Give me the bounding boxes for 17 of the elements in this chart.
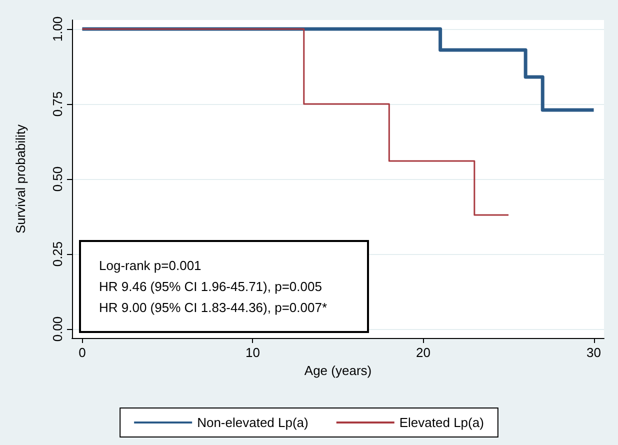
legend-label: Elevated Lp(a) [399, 415, 484, 430]
y-tick-label: 0.00 [50, 316, 65, 342]
legend-label: Non-elevated Lp(a) [197, 415, 308, 430]
y-axis-title: Survival probability [13, 124, 28, 234]
x-axis-title: Age (years) [304, 362, 372, 378]
y-tick-label: 0.75 [50, 91, 65, 117]
x-tick-label: 0 [78, 345, 86, 360]
annotation: Log-rank p=0.001 [99, 257, 202, 275]
x-tick-label: 30 [586, 345, 602, 360]
annotation: HR 9.46 (95% CI 1.96-45.71), p=0.005 [99, 278, 323, 296]
note-box: Log-rank p=0.001 HR 9.46 (95% CI 1.96-45.71), p=0.005 HR 9.00 (95% CI 1.83-44.36), p=0.007* [79, 240, 369, 333]
annotation: HR 9.00 (95% CI 1.83-44.36), p=0.007* [99, 299, 328, 317]
y-tick-label: 1.00 [50, 16, 65, 42]
x-tick-label: 10 [246, 345, 260, 360]
x-tick-label: 20 [416, 345, 430, 360]
y-tick-label: 0.25 [50, 241, 65, 267]
y-tick-label: 0.50 [50, 166, 65, 192]
